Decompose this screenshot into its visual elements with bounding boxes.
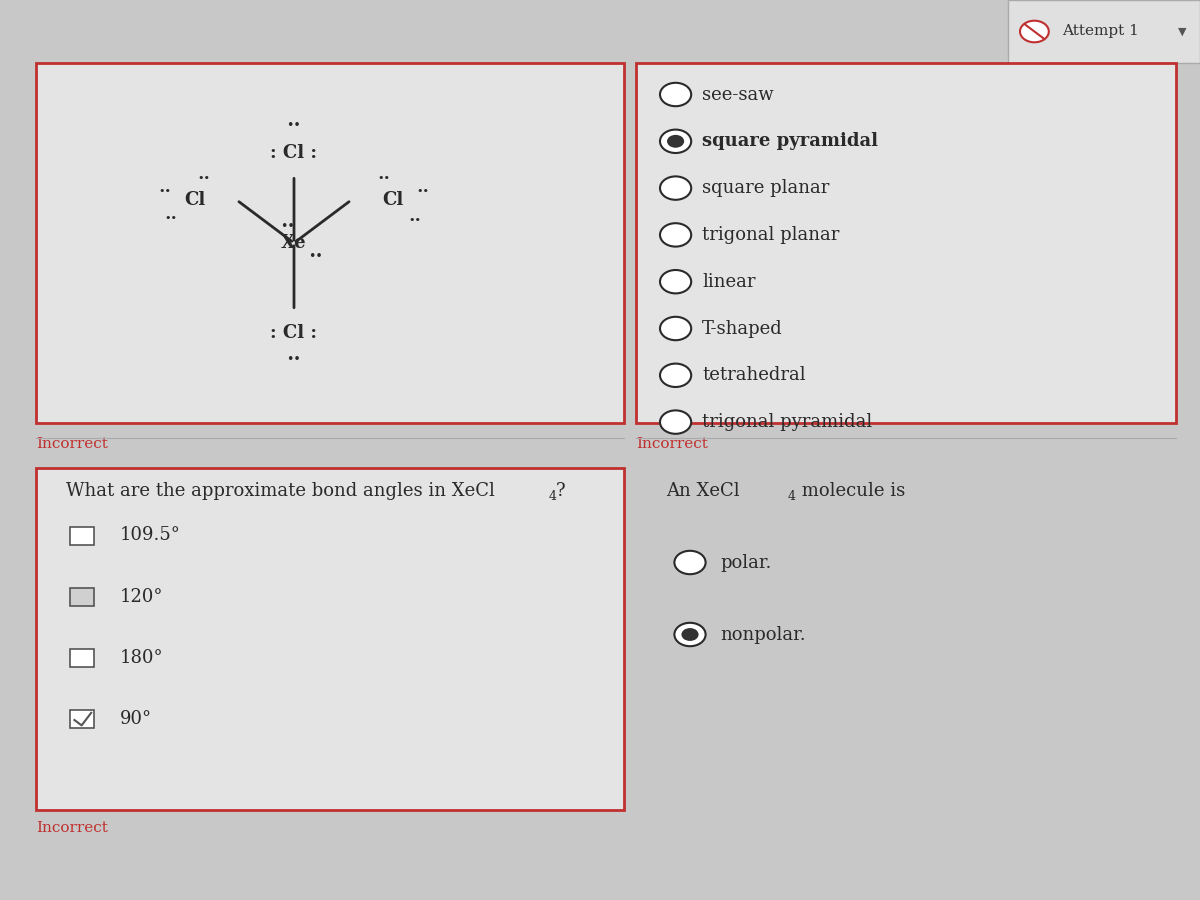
- Text: square pyramidal: square pyramidal: [702, 132, 878, 150]
- Text: 90°: 90°: [120, 710, 152, 728]
- Text: ••: ••: [287, 354, 301, 366]
- FancyBboxPatch shape: [70, 526, 94, 544]
- Text: Xe: Xe: [281, 234, 307, 252]
- Text: Attempt 1: Attempt 1: [1062, 24, 1139, 39]
- Text: tetrahedral: tetrahedral: [702, 366, 805, 384]
- Text: : Cl :: : Cl :: [270, 324, 318, 342]
- FancyBboxPatch shape: [70, 588, 94, 606]
- Text: Cl: Cl: [184, 191, 205, 209]
- Circle shape: [660, 130, 691, 153]
- Text: trigonal pyramidal: trigonal pyramidal: [702, 413, 872, 431]
- FancyBboxPatch shape: [36, 63, 624, 423]
- Text: What are the approximate bond angles in XeCl: What are the approximate bond angles in …: [66, 482, 494, 500]
- Circle shape: [660, 176, 691, 200]
- Circle shape: [674, 551, 706, 574]
- Text: T-shaped: T-shaped: [702, 320, 782, 338]
- Text: Cl: Cl: [383, 191, 404, 209]
- Text: molecule is: molecule is: [796, 482, 905, 500]
- Text: square planar: square planar: [702, 179, 829, 197]
- Text: ••: ••: [164, 213, 178, 223]
- Text: ••: ••: [287, 120, 301, 132]
- Text: ••: ••: [158, 186, 172, 196]
- Text: polar.: polar.: [720, 554, 772, 572]
- Text: 120°: 120°: [120, 588, 163, 606]
- FancyBboxPatch shape: [1008, 0, 1200, 63]
- FancyBboxPatch shape: [70, 649, 94, 667]
- Circle shape: [660, 223, 691, 247]
- Text: 4: 4: [787, 491, 796, 503]
- Text: Incorrect: Incorrect: [36, 821, 108, 835]
- Text: An XeCl: An XeCl: [666, 482, 739, 500]
- Circle shape: [682, 628, 698, 641]
- FancyBboxPatch shape: [36, 468, 624, 810]
- Circle shape: [660, 317, 691, 340]
- Text: nonpolar.: nonpolar.: [720, 626, 805, 644]
- Text: 109.5°: 109.5°: [120, 526, 181, 544]
- Text: Incorrect: Incorrect: [636, 436, 708, 451]
- Text: 180°: 180°: [120, 649, 163, 667]
- Circle shape: [660, 270, 691, 293]
- Text: ••: ••: [198, 173, 211, 183]
- Text: ••: ••: [281, 220, 295, 233]
- Circle shape: [674, 623, 706, 646]
- Text: ?: ?: [556, 482, 565, 500]
- Text: : Cl :: : Cl :: [270, 144, 318, 162]
- Circle shape: [1020, 21, 1049, 42]
- Text: ••: ••: [377, 173, 390, 183]
- Text: linear: linear: [702, 273, 756, 291]
- Text: ••: ••: [308, 250, 323, 263]
- Circle shape: [660, 83, 691, 106]
- Text: 4: 4: [548, 491, 557, 503]
- Circle shape: [660, 410, 691, 434]
- Text: ▼: ▼: [1177, 26, 1187, 37]
- FancyBboxPatch shape: [70, 710, 94, 728]
- Circle shape: [667, 135, 684, 148]
- Text: Incorrect: Incorrect: [36, 436, 108, 451]
- Text: see-saw: see-saw: [702, 86, 774, 104]
- FancyBboxPatch shape: [636, 63, 1176, 423]
- Text: ••: ••: [416, 186, 430, 196]
- Text: trigonal planar: trigonal planar: [702, 226, 839, 244]
- Text: ••: ••: [408, 215, 421, 225]
- Circle shape: [660, 364, 691, 387]
